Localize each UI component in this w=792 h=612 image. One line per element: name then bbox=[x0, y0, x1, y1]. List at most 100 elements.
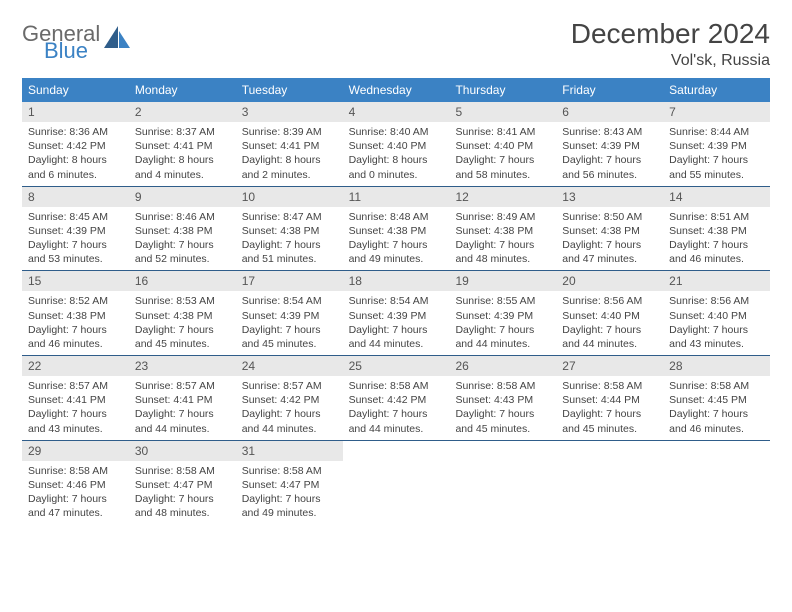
sunrise-text: Sunrise: 8:56 AM bbox=[669, 294, 764, 308]
daylight-text: Daylight: 8 hours and 4 minutes. bbox=[135, 153, 230, 181]
day-cell: 17Sunrise: 8:54 AMSunset: 4:39 PMDayligh… bbox=[236, 271, 343, 355]
daylight-text: Daylight: 7 hours and 43 minutes. bbox=[28, 407, 123, 435]
day-cell: 30Sunrise: 8:58 AMSunset: 4:47 PMDayligh… bbox=[129, 441, 236, 525]
day-number: 19 bbox=[449, 271, 556, 291]
sunrise-text: Sunrise: 8:57 AM bbox=[135, 379, 230, 393]
sunset-text: Sunset: 4:42 PM bbox=[349, 393, 444, 407]
day-info: Sunrise: 8:48 AMSunset: 4:38 PMDaylight:… bbox=[343, 207, 450, 271]
week-row: 15Sunrise: 8:52 AMSunset: 4:38 PMDayligh… bbox=[22, 271, 770, 356]
title-block: December 2024 Vol'sk, Russia bbox=[571, 18, 770, 70]
sunrise-text: Sunrise: 8:47 AM bbox=[242, 210, 337, 224]
day-number: 26 bbox=[449, 356, 556, 376]
sunset-text: Sunset: 4:41 PM bbox=[135, 139, 230, 153]
sunset-text: Sunset: 4:39 PM bbox=[242, 309, 337, 323]
sunrise-text: Sunrise: 8:45 AM bbox=[28, 210, 123, 224]
day-cell: 27Sunrise: 8:58 AMSunset: 4:44 PMDayligh… bbox=[556, 356, 663, 440]
sunset-text: Sunset: 4:41 PM bbox=[135, 393, 230, 407]
day-info: Sunrise: 8:49 AMSunset: 4:38 PMDaylight:… bbox=[449, 207, 556, 271]
daylight-text: Daylight: 7 hours and 46 minutes. bbox=[669, 407, 764, 435]
day-cell: 22Sunrise: 8:57 AMSunset: 4:41 PMDayligh… bbox=[22, 356, 129, 440]
sunrise-text: Sunrise: 8:56 AM bbox=[562, 294, 657, 308]
sunset-text: Sunset: 4:42 PM bbox=[242, 393, 337, 407]
sunset-text: Sunset: 4:40 PM bbox=[669, 309, 764, 323]
sunset-text: Sunset: 4:38 PM bbox=[242, 224, 337, 238]
day-info: Sunrise: 8:58 AMSunset: 4:42 PMDaylight:… bbox=[343, 376, 450, 440]
day-number: 1 bbox=[22, 102, 129, 122]
sail-icon bbox=[104, 26, 130, 51]
day-cell: 19Sunrise: 8:55 AMSunset: 4:39 PMDayligh… bbox=[449, 271, 556, 355]
day-number: 13 bbox=[556, 187, 663, 207]
sunrise-text: Sunrise: 8:55 AM bbox=[455, 294, 550, 308]
daylight-text: Daylight: 7 hours and 51 minutes. bbox=[242, 238, 337, 266]
sunset-text: Sunset: 4:38 PM bbox=[135, 309, 230, 323]
daylight-text: Daylight: 8 hours and 2 minutes. bbox=[242, 153, 337, 181]
day-info: Sunrise: 8:46 AMSunset: 4:38 PMDaylight:… bbox=[129, 207, 236, 271]
sunrise-text: Sunrise: 8:58 AM bbox=[28, 464, 123, 478]
day-cell: 13Sunrise: 8:50 AMSunset: 4:38 PMDayligh… bbox=[556, 187, 663, 271]
sunrise-text: Sunrise: 8:53 AM bbox=[135, 294, 230, 308]
sunrise-text: Sunrise: 8:48 AM bbox=[349, 210, 444, 224]
day-header-monday: Monday bbox=[129, 78, 236, 102]
daylight-text: Daylight: 7 hours and 44 minutes. bbox=[349, 407, 444, 435]
day-number: 25 bbox=[343, 356, 450, 376]
day-cell: 15Sunrise: 8:52 AMSunset: 4:38 PMDayligh… bbox=[22, 271, 129, 355]
day-info: Sunrise: 8:47 AMSunset: 4:38 PMDaylight:… bbox=[236, 207, 343, 271]
daylight-text: Daylight: 7 hours and 44 minutes. bbox=[242, 407, 337, 435]
day-info: Sunrise: 8:54 AMSunset: 4:39 PMDaylight:… bbox=[236, 291, 343, 355]
logo: General Blue bbox=[22, 18, 130, 62]
day-cell: 1Sunrise: 8:36 AMSunset: 4:42 PMDaylight… bbox=[22, 102, 129, 186]
sunset-text: Sunset: 4:38 PM bbox=[669, 224, 764, 238]
daylight-text: Daylight: 7 hours and 47 minutes. bbox=[28, 492, 123, 520]
sunset-text: Sunset: 4:40 PM bbox=[349, 139, 444, 153]
sunset-text: Sunset: 4:40 PM bbox=[455, 139, 550, 153]
day-number: 5 bbox=[449, 102, 556, 122]
daylight-text: Daylight: 7 hours and 44 minutes. bbox=[562, 323, 657, 351]
day-header-tuesday: Tuesday bbox=[236, 78, 343, 102]
sunset-text: Sunset: 4:38 PM bbox=[455, 224, 550, 238]
sunset-text: Sunset: 4:39 PM bbox=[669, 139, 764, 153]
day-number: 9 bbox=[129, 187, 236, 207]
sunset-text: Sunset: 4:40 PM bbox=[562, 309, 657, 323]
sunset-text: Sunset: 4:39 PM bbox=[349, 309, 444, 323]
day-number: 23 bbox=[129, 356, 236, 376]
sunset-text: Sunset: 4:38 PM bbox=[562, 224, 657, 238]
day-info: Sunrise: 8:58 AMSunset: 4:44 PMDaylight:… bbox=[556, 376, 663, 440]
day-number: 29 bbox=[22, 441, 129, 461]
sunset-text: Sunset: 4:41 PM bbox=[28, 393, 123, 407]
weeks-container: 1Sunrise: 8:36 AMSunset: 4:42 PMDaylight… bbox=[22, 102, 770, 524]
sunrise-text: Sunrise: 8:58 AM bbox=[669, 379, 764, 393]
day-cell bbox=[663, 441, 770, 525]
day-info: Sunrise: 8:52 AMSunset: 4:38 PMDaylight:… bbox=[22, 291, 129, 355]
week-row: 29Sunrise: 8:58 AMSunset: 4:46 PMDayligh… bbox=[22, 441, 770, 525]
day-info: Sunrise: 8:58 AMSunset: 4:43 PMDaylight:… bbox=[449, 376, 556, 440]
daylight-text: Daylight: 8 hours and 0 minutes. bbox=[349, 153, 444, 181]
day-cell: 18Sunrise: 8:54 AMSunset: 4:39 PMDayligh… bbox=[343, 271, 450, 355]
day-number: 2 bbox=[129, 102, 236, 122]
day-cell: 9Sunrise: 8:46 AMSunset: 4:38 PMDaylight… bbox=[129, 187, 236, 271]
day-number: 27 bbox=[556, 356, 663, 376]
day-cell: 14Sunrise: 8:51 AMSunset: 4:38 PMDayligh… bbox=[663, 187, 770, 271]
sunrise-text: Sunrise: 8:43 AM bbox=[562, 125, 657, 139]
day-number: 12 bbox=[449, 187, 556, 207]
week-row: 22Sunrise: 8:57 AMSunset: 4:41 PMDayligh… bbox=[22, 356, 770, 441]
sunrise-text: Sunrise: 8:46 AM bbox=[135, 210, 230, 224]
day-cell: 2Sunrise: 8:37 AMSunset: 4:41 PMDaylight… bbox=[129, 102, 236, 186]
day-number: 10 bbox=[236, 187, 343, 207]
sunset-text: Sunset: 4:41 PM bbox=[242, 139, 337, 153]
day-number: 8 bbox=[22, 187, 129, 207]
daylight-text: Daylight: 7 hours and 55 minutes. bbox=[669, 153, 764, 181]
sunrise-text: Sunrise: 8:58 AM bbox=[455, 379, 550, 393]
daylight-text: Daylight: 7 hours and 44 minutes. bbox=[135, 407, 230, 435]
sunrise-text: Sunrise: 8:41 AM bbox=[455, 125, 550, 139]
day-number: 14 bbox=[663, 187, 770, 207]
day-info: Sunrise: 8:58 AMSunset: 4:47 PMDaylight:… bbox=[236, 461, 343, 525]
sunrise-text: Sunrise: 8:58 AM bbox=[349, 379, 444, 393]
sunset-text: Sunset: 4:38 PM bbox=[135, 224, 230, 238]
sunrise-text: Sunrise: 8:50 AM bbox=[562, 210, 657, 224]
daylight-text: Daylight: 7 hours and 45 minutes. bbox=[242, 323, 337, 351]
sunrise-text: Sunrise: 8:44 AM bbox=[669, 125, 764, 139]
day-number: 18 bbox=[343, 271, 450, 291]
day-cell: 6Sunrise: 8:43 AMSunset: 4:39 PMDaylight… bbox=[556, 102, 663, 186]
day-number: 17 bbox=[236, 271, 343, 291]
day-info: Sunrise: 8:44 AMSunset: 4:39 PMDaylight:… bbox=[663, 122, 770, 186]
